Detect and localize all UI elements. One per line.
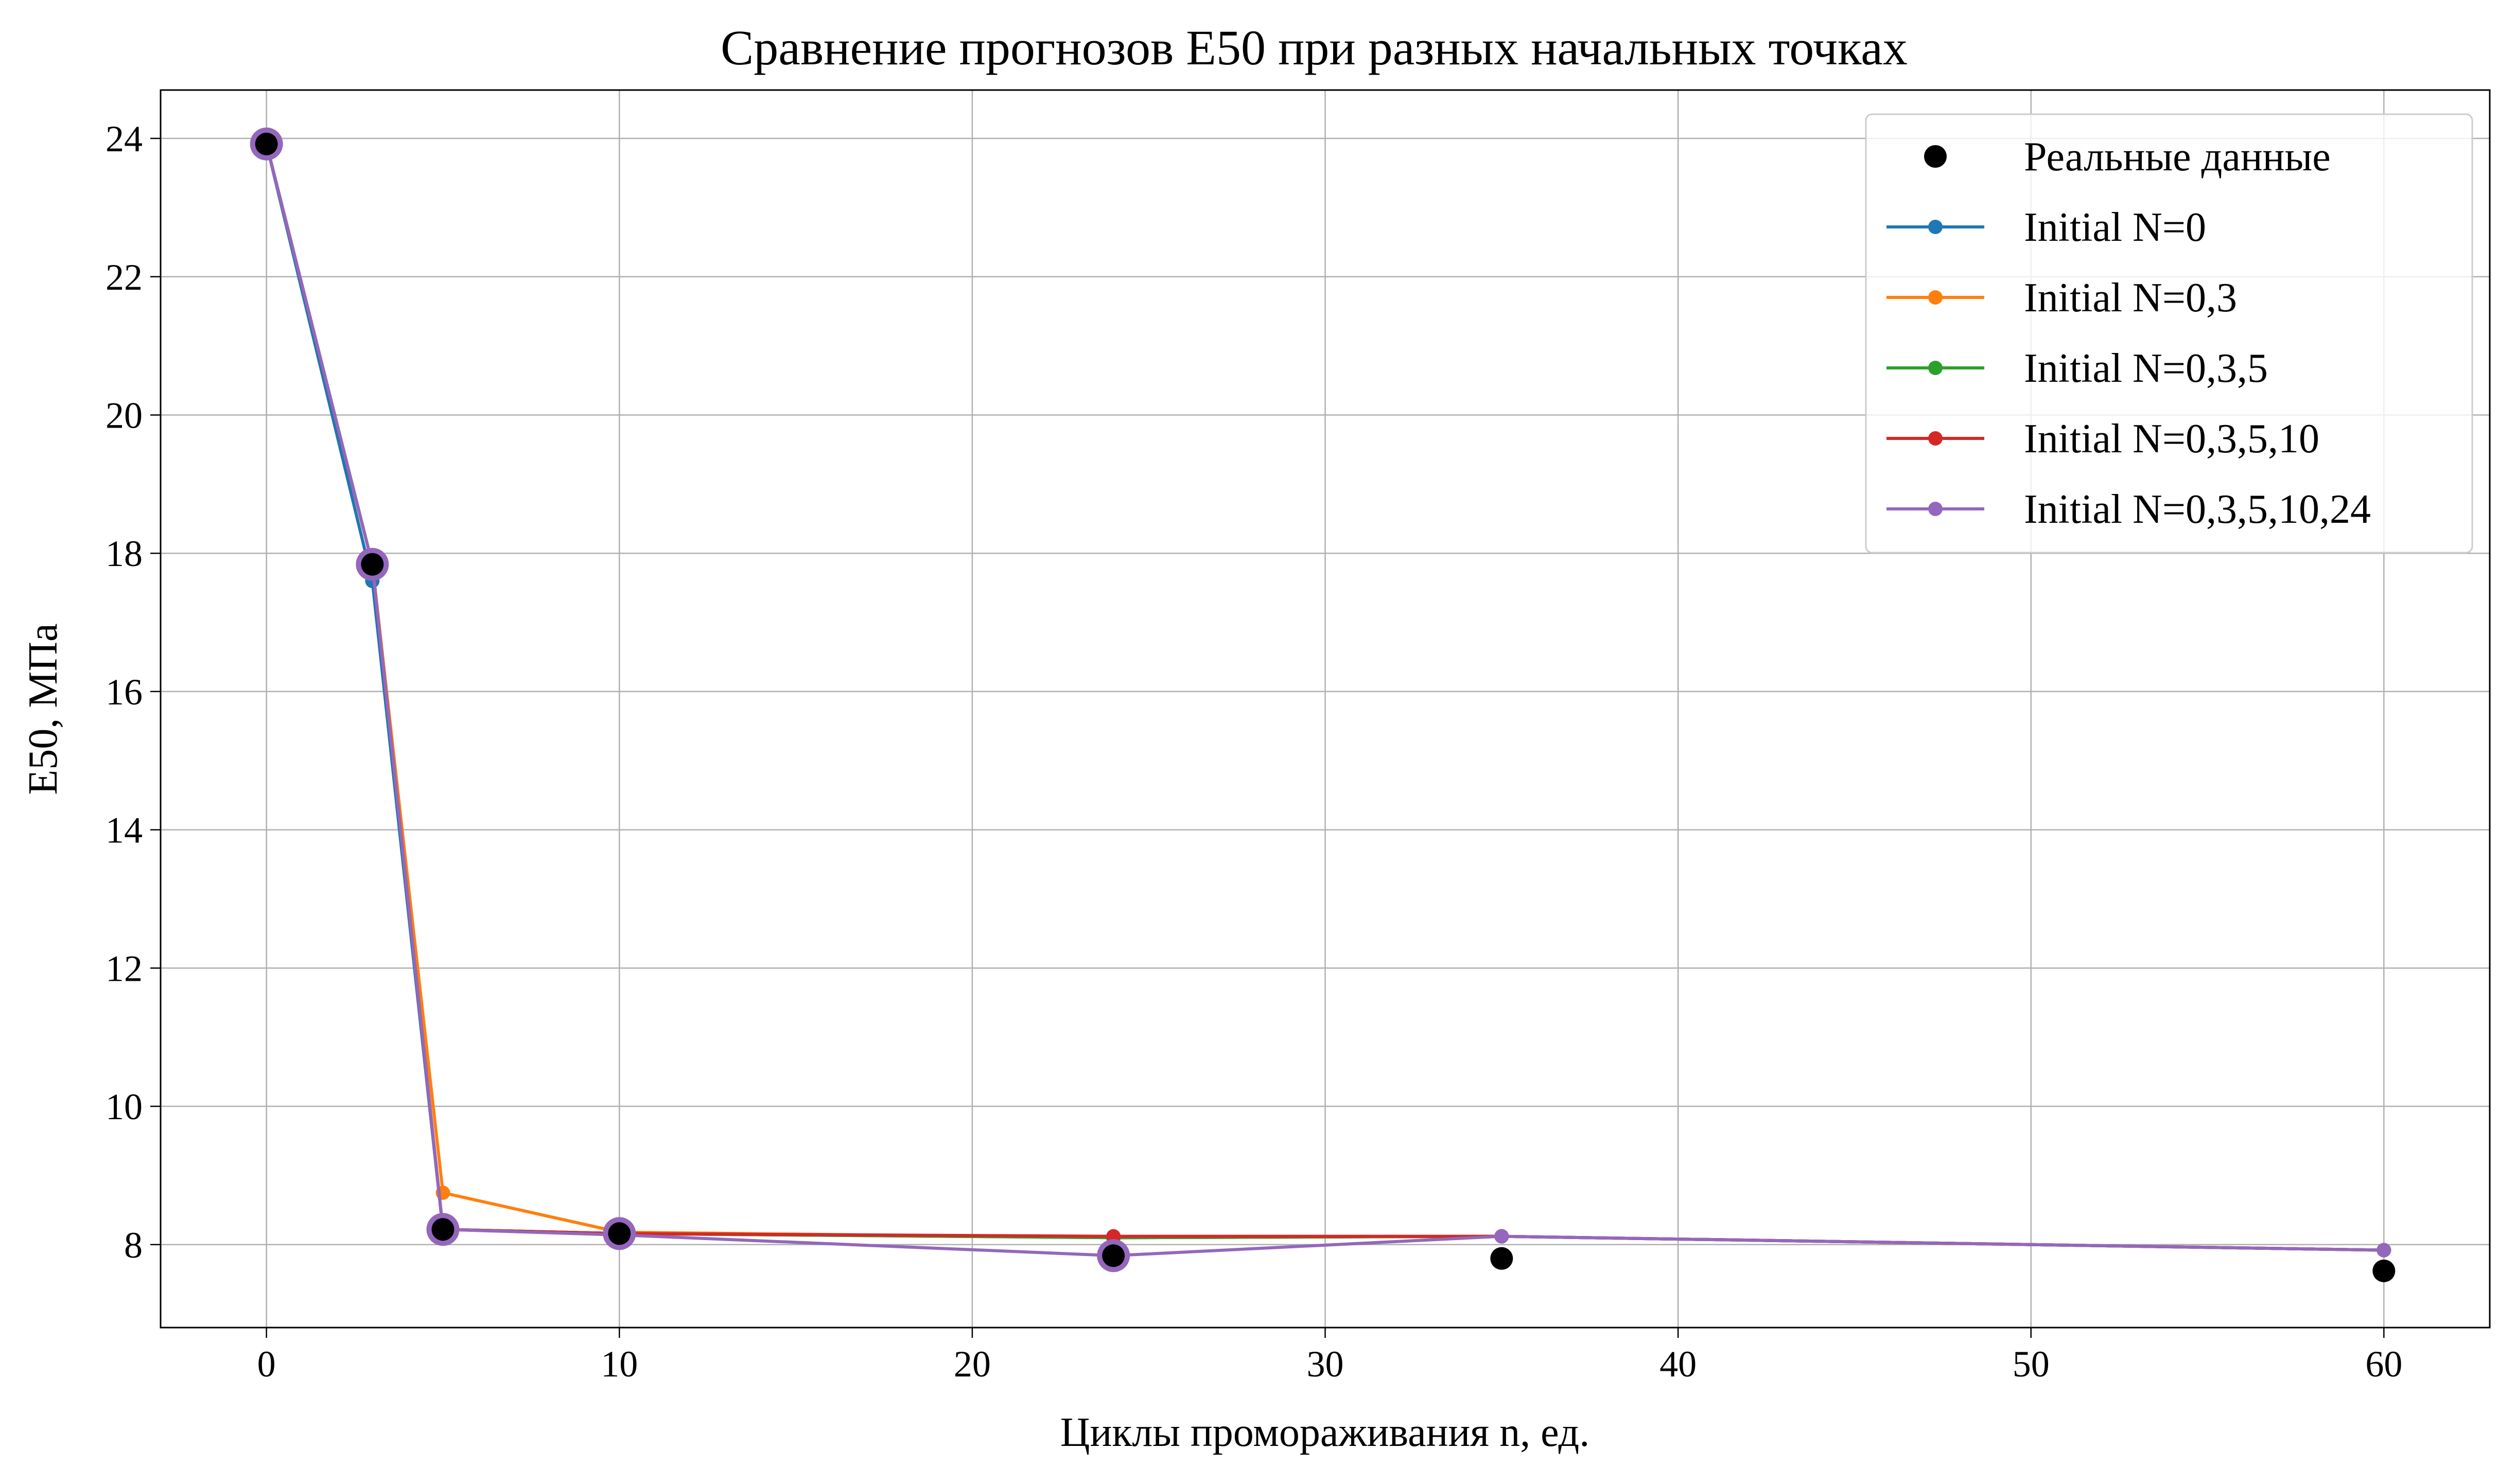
y-tick-label: 20 <box>106 395 143 436</box>
legend-entry: Initial N=0,3,5 <box>1886 346 2268 391</box>
legend-entry: Initial N=0 <box>1886 205 2206 250</box>
series-point <box>2377 1243 2391 1258</box>
legend-marker <box>1928 290 1943 305</box>
legend-label: Реальные данные <box>2024 134 2331 180</box>
real-data-points <box>255 132 2396 1282</box>
legend-box <box>1865 113 2473 554</box>
legend-marker <box>1928 502 1943 516</box>
y-tick-label: 14 <box>106 810 143 851</box>
y-tick-label: 22 <box>106 257 143 298</box>
y-tick-label: 10 <box>106 1086 143 1127</box>
y-tick-label: 16 <box>106 672 143 713</box>
x-tick-label: 10 <box>601 1344 638 1385</box>
x-tick-label: 0 <box>257 1344 276 1385</box>
legend-entry: Initial N=0,3,5,10 <box>1886 416 2319 462</box>
y-axis-label: E50, МПа <box>21 623 66 794</box>
legend-label: Initial N=0,3,5 <box>2024 346 2268 391</box>
x-axis-label: Циклы промораживания n, ед. <box>1060 1410 1589 1455</box>
y-tick-label: 24 <box>106 118 143 160</box>
real-data-point <box>431 1218 455 1241</box>
legend-marker <box>1928 220 1943 234</box>
y-tick-label: 18 <box>106 533 143 574</box>
y-tick-label: 12 <box>106 948 143 989</box>
legend-label: Initial N=0,3,5,10 <box>2024 416 2319 462</box>
initial-points <box>250 127 1130 1273</box>
real-data-point <box>1490 1247 1513 1270</box>
real-data-point <box>255 132 278 155</box>
real-data-point <box>361 553 384 576</box>
legend-label: Initial N=0,3 <box>2024 275 2237 321</box>
legend: Реальные данные Initial N=0 Initial N=0,3 I… <box>1865 113 2473 554</box>
legend-entry: Initial N=0,3,5,10,24 <box>1886 487 2371 532</box>
legend-marker <box>1928 361 1943 375</box>
real-data-point <box>2372 1259 2396 1282</box>
series-point <box>1494 1229 1509 1244</box>
x-tick-label: 60 <box>2365 1344 2402 1385</box>
y-axis: 8 10 12 14 16 18 20 22 24 <box>106 118 161 1266</box>
real-data-point <box>1102 1244 1125 1267</box>
chart-title: Сравнение прогнозов E50 при разных начал… <box>721 20 1908 75</box>
legend-label: Initial N=0,3,5,10,24 <box>2024 487 2371 532</box>
x-tick-label: 20 <box>954 1344 991 1385</box>
plot-area <box>250 127 2396 1282</box>
x-tick-label: 50 <box>2013 1344 2050 1385</box>
x-tick-label: 40 <box>1659 1344 1697 1385</box>
legend-entry: Реальные данные <box>1924 134 2331 180</box>
x-tick-label: 30 <box>1307 1344 1344 1385</box>
legend-marker <box>1928 431 1943 446</box>
real-data-point <box>608 1222 631 1245</box>
legend-marker <box>1924 145 1947 168</box>
y-tick-label: 8 <box>124 1225 143 1266</box>
x-axis: 0 10 20 30 40 50 60 <box>257 1328 2402 1385</box>
legend-label: Initial N=0 <box>2024 205 2206 250</box>
legend-entry: Initial N=0,3 <box>1886 275 2237 321</box>
